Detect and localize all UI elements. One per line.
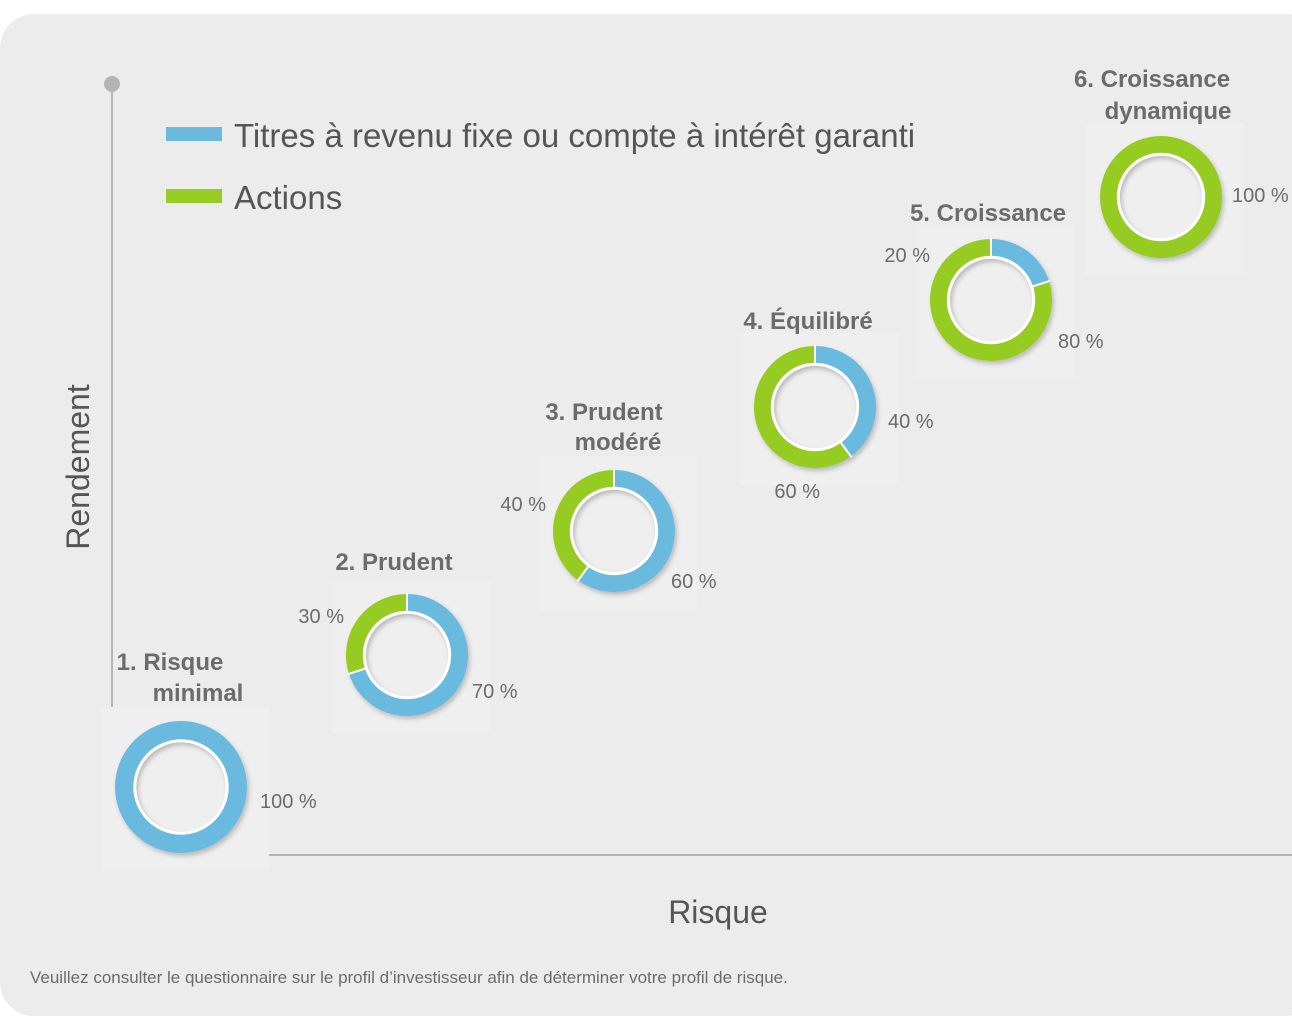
profile-label: 1. Risque <box>117 649 224 676</box>
donut-slice-equities <box>753 346 851 469</box>
y-axis-end-dot <box>104 76 120 92</box>
donut-inner-edge <box>1116 152 1206 242</box>
pct-label-fixed-income: 40 % <box>888 411 934 433</box>
donut-profile-5: 5. Croissance 20 % 80 % <box>884 200 1104 379</box>
legend-label-equities: Actions <box>234 179 342 216</box>
donut-slice-fixed-income <box>991 239 1050 287</box>
donut-profile-4: 4. Équilibré 40 % 60 % <box>740 307 934 503</box>
donut-ring <box>553 469 675 592</box>
donut-ring <box>346 593 468 716</box>
donut-slice-separator <box>1030 279 1051 289</box>
donut-inner-edge <box>569 486 659 576</box>
pct-label-fixed-income: 60 % <box>671 571 717 593</box>
legend: Titres à revenu fixe ou compte à intérêt… <box>166 117 915 216</box>
pct-label-equities: 100 % <box>1232 185 1289 207</box>
donut-profile-2: 2. Prudent 70 % 30 % <box>298 549 518 734</box>
donut-slice-equities <box>553 470 614 581</box>
donut-inner-edge <box>133 739 229 835</box>
donut-profile-6: 6. Croissance dynamique 100 % <box>1074 66 1289 276</box>
y-axis-title: Rendement <box>60 384 96 550</box>
profile-label: 5. Croissance <box>910 200 1066 227</box>
pct-label-fixed-income: 100 % <box>260 791 317 813</box>
pct-label-fixed-income: 20 % <box>884 245 930 267</box>
donut-slice-equities <box>1100 135 1223 258</box>
legend-swatch-fixed-income <box>166 127 222 141</box>
donut-ring <box>115 721 247 854</box>
x-axis-title: Risque <box>668 894 768 930</box>
footnote: Veuillez consulter le questionnaire sur … <box>30 968 788 987</box>
donut-slice-fixed-income <box>115 721 247 854</box>
donut-inner-edge <box>362 610 452 700</box>
donut-inner-edge <box>770 362 860 452</box>
pct-label-equities: 40 % <box>500 494 546 516</box>
donut-profile-3: 3. Prudent modéré 60 % 40 % <box>500 399 717 610</box>
legend-label-fixed-income: Titres à revenu fixe ou compte à intérêt… <box>234 117 915 154</box>
profile-label: 3. Prudent <box>545 399 662 426</box>
donut-profile-1: 1. Risque minimal 100 % <box>101 649 317 871</box>
pct-label-equities: 60 % <box>774 481 820 503</box>
donut-slice-fixed-income <box>815 346 876 457</box>
pct-label-fixed-income: 70 % <box>472 681 518 703</box>
donut-slice-separator <box>576 564 591 582</box>
profile-label: 6. Croissance <box>1074 66 1230 93</box>
donut-slice-fixed-income <box>578 470 675 592</box>
donut-inner-edge <box>946 255 1036 345</box>
profile-label: modéré <box>575 429 662 456</box>
donut-ring <box>1100 135 1223 258</box>
donut-markers: 1. Risque minimal 100 % 2. Prudent 70 % 30 % 3… <box>101 66 1289 871</box>
profile-label: minimal <box>153 680 244 707</box>
profile-label: 2. Prudent <box>335 549 452 576</box>
donut-ring <box>753 345 876 469</box>
pct-label-equities: 30 % <box>298 606 344 628</box>
legend-swatch-equities <box>166 189 222 203</box>
profile-label: 4. Équilibré <box>743 307 872 335</box>
donut-slice-separator <box>347 666 368 676</box>
profile-label: dynamique <box>1105 98 1232 125</box>
pct-label-equities: 80 % <box>1058 331 1104 353</box>
donut-ring <box>929 238 1052 361</box>
donut-slice-separator <box>838 440 853 458</box>
